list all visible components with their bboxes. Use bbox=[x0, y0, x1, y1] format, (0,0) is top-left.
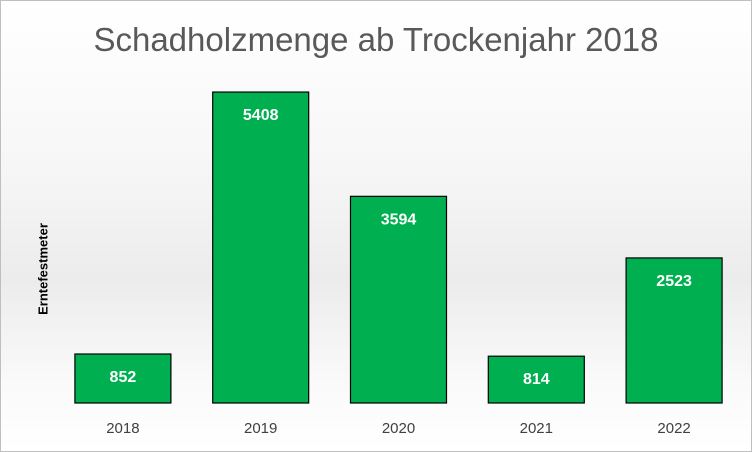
x-tick-label-2021: 2021 bbox=[520, 420, 553, 437]
x-tick-label-2018: 2018 bbox=[106, 420, 139, 437]
bar-2019 bbox=[212, 91, 310, 404]
data-label-2022: 2523 bbox=[656, 273, 692, 290]
data-label-2018: 852 bbox=[110, 369, 137, 386]
x-tick-label-2020: 2020 bbox=[382, 420, 415, 437]
data-label-2019: 5408 bbox=[243, 107, 279, 124]
chart-title: Schadholzmenge ab Trockenjahr 2018 bbox=[93, 21, 659, 58]
bar-2018 bbox=[74, 353, 172, 404]
x-tick-label-2019: 2019 bbox=[244, 420, 277, 437]
bar-2022 bbox=[625, 257, 723, 404]
x-tick-label-2022: 2022 bbox=[657, 420, 690, 437]
data-label-2021: 814 bbox=[523, 371, 550, 388]
data-label-2020: 3594 bbox=[381, 211, 417, 228]
bar-2021 bbox=[487, 355, 585, 404]
bar-2020 bbox=[349, 195, 448, 404]
